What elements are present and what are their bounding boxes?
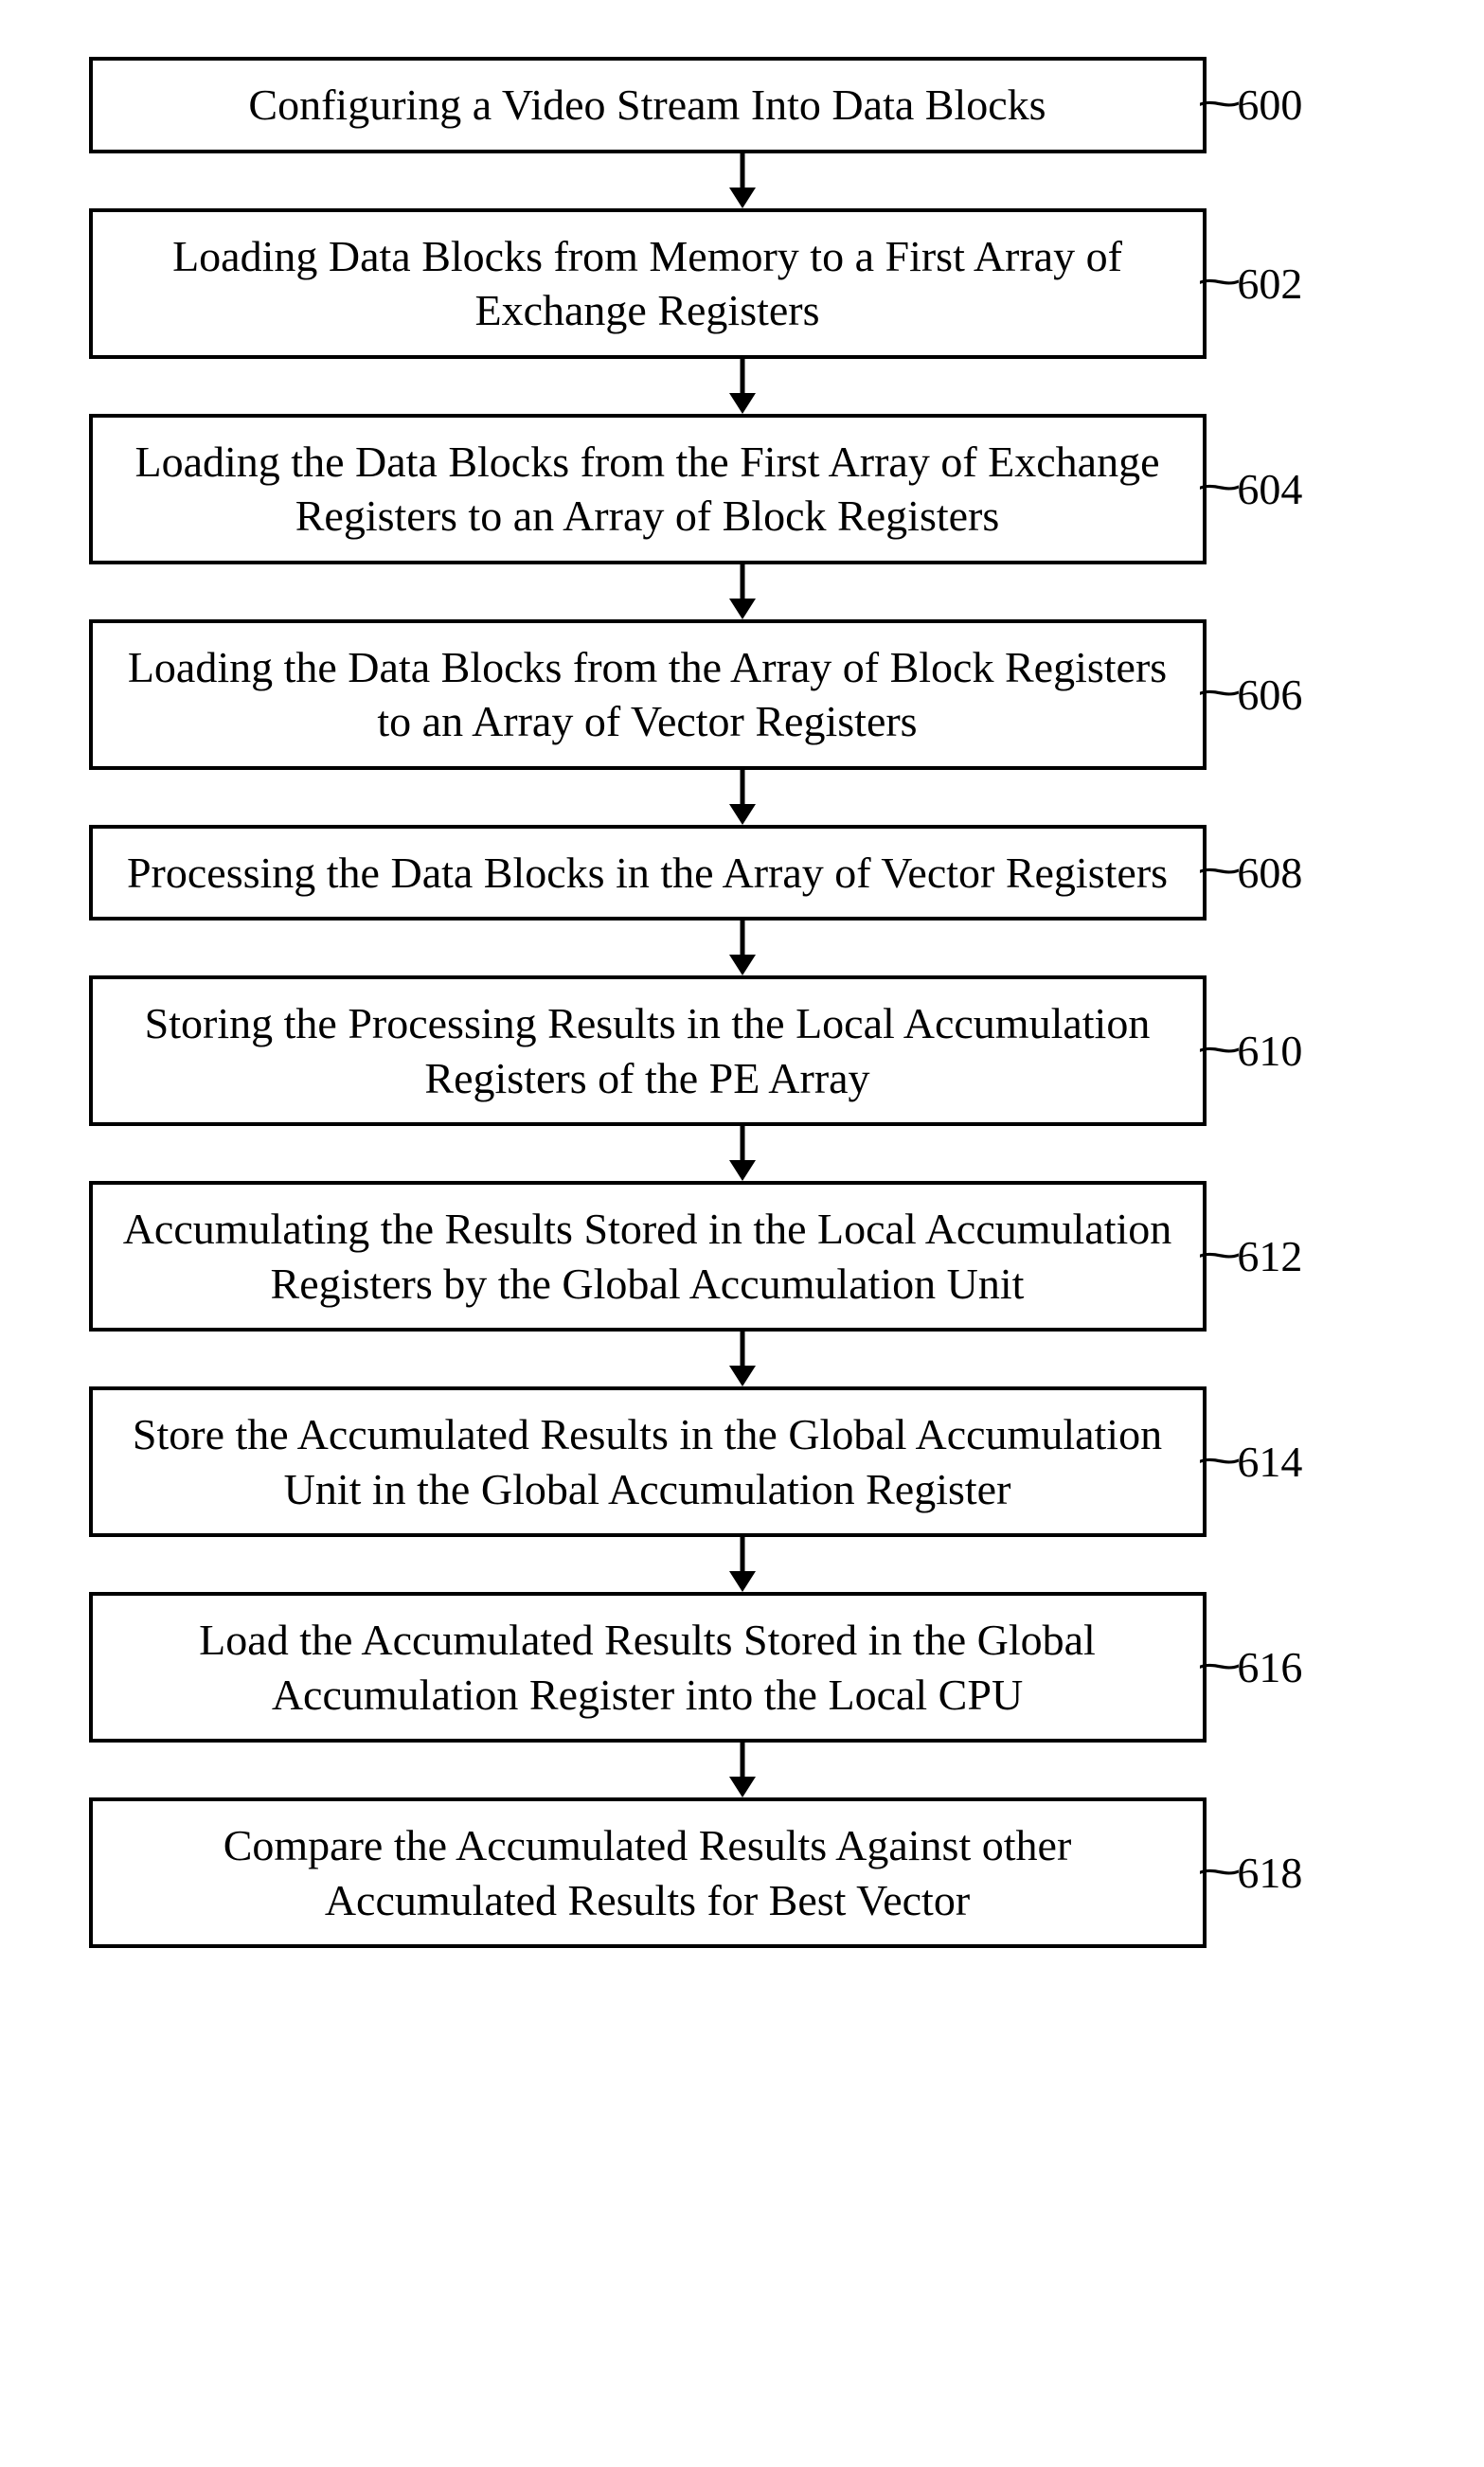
flow-step: Store the Accumulated Results in the Glo… <box>80 1386 1405 1537</box>
step-label: 608 <box>1237 848 1302 898</box>
arrow-down-icon <box>724 153 761 208</box>
step-label-wrap: ~602 <box>1207 258 1396 309</box>
flowchart-container: Configuring a Video Stream Into Data Blo… <box>80 57 1405 1948</box>
arrow-down-icon <box>724 359 761 414</box>
box-text: Loading Data Blocks from Memory to a Fir… <box>172 232 1122 335</box>
flow-step: Loading Data Blocks from Memory to a Fir… <box>80 208 1405 359</box>
flow-box: Accumulating the Results Stored in the L… <box>89 1181 1207 1332</box>
lead-line-icon: ~ <box>1196 667 1242 718</box>
flow-box: Loading Data Blocks from Memory to a Fir… <box>89 208 1207 359</box>
flow-box: Load the Accumulated Results Stored in t… <box>89 1592 1207 1743</box>
step-label: 606 <box>1237 670 1302 720</box>
flow-box: Configuring a Video Stream Into Data Blo… <box>89 57 1207 153</box>
flow-arrow <box>80 1332 1405 1386</box>
box-text: Loading the Data Blocks from the Array o… <box>128 643 1167 746</box>
flow-box: Processing the Data Blocks in the Array … <box>89 825 1207 921</box>
box-text: Compare the Accumulated Results Against … <box>223 1821 1072 1924</box>
arrow-down-icon <box>724 921 761 975</box>
flow-arrow <box>80 359 1405 414</box>
step-label-wrap: ~606 <box>1207 669 1396 720</box>
step-label: 600 <box>1237 80 1302 130</box>
flow-arrow <box>80 153 1405 208</box>
flow-box: Loading the Data Blocks from the First A… <box>89 414 1207 564</box>
step-label: 618 <box>1237 1848 1302 1898</box>
lead-line-icon: ~ <box>1196 1229 1242 1280</box>
flow-step: Processing the Data Blocks in the Array … <box>80 825 1405 921</box>
step-label: 610 <box>1237 1026 1302 1076</box>
lead-line-icon: ~ <box>1196 845 1242 896</box>
step-label-wrap: ~604 <box>1207 463 1396 514</box>
flow-arrow <box>80 1743 1405 1797</box>
box-text: Storing the Processing Results in the Lo… <box>145 999 1151 1102</box>
arrow-down-icon <box>724 1537 761 1592</box>
step-label: 612 <box>1237 1231 1302 1281</box>
flow-step: Load the Accumulated Results Stored in t… <box>80 1592 1405 1743</box>
lead-line-icon: ~ <box>1196 78 1242 129</box>
flow-arrow <box>80 564 1405 619</box>
arrow-down-icon <box>724 564 761 619</box>
flow-box: Loading the Data Blocks from the Array o… <box>89 619 1207 770</box>
flow-step: Accumulating the Results Stored in the L… <box>80 1181 1405 1332</box>
flow-arrow <box>80 1537 1405 1592</box>
flow-box: Store the Accumulated Results in the Glo… <box>89 1386 1207 1537</box>
step-label-wrap: ~614 <box>1207 1437 1396 1488</box>
arrow-down-icon <box>724 1332 761 1386</box>
lead-line-icon: ~ <box>1196 1435 1242 1486</box>
step-label: 604 <box>1237 464 1302 514</box>
lead-line-icon: ~ <box>1196 461 1242 512</box>
step-label-wrap: ~618 <box>1207 1848 1396 1899</box>
box-text: Configuring a Video Stream Into Data Blo… <box>248 80 1046 129</box>
lead-line-icon: ~ <box>1196 1846 1242 1897</box>
arrow-down-icon <box>724 770 761 825</box>
box-text: Load the Accumulated Results Stored in t… <box>199 1616 1096 1719</box>
step-label-wrap: ~610 <box>1207 1026 1396 1077</box>
flow-box: Storing the Processing Results in the Lo… <box>89 975 1207 1126</box>
flow-arrow <box>80 770 1405 825</box>
box-text: Accumulating the Results Stored in the L… <box>123 1205 1172 1308</box>
flow-arrow <box>80 921 1405 975</box>
box-text: Processing the Data Blocks in the Array … <box>127 849 1168 897</box>
step-label-wrap: ~616 <box>1207 1642 1396 1693</box>
lead-line-icon: ~ <box>1196 256 1242 307</box>
step-label-wrap: ~608 <box>1207 847 1396 898</box>
step-label: 614 <box>1237 1437 1302 1487</box>
flow-box: Compare the Accumulated Results Against … <box>89 1797 1207 1948</box>
flow-step: Storing the Processing Results in the Lo… <box>80 975 1405 1126</box>
flow-step: Configuring a Video Stream Into Data Blo… <box>80 57 1405 153</box>
flow-step: Loading the Data Blocks from the Array o… <box>80 619 1405 770</box>
arrow-down-icon <box>724 1743 761 1797</box>
flow-arrow <box>80 1126 1405 1181</box>
step-label: 616 <box>1237 1642 1302 1692</box>
box-text: Loading the Data Blocks from the First A… <box>135 438 1160 541</box>
lead-line-icon: ~ <box>1196 1024 1242 1075</box>
flow-step: Compare the Accumulated Results Against … <box>80 1797 1405 1948</box>
arrow-down-icon <box>724 1126 761 1181</box>
step-label-wrap: ~600 <box>1207 80 1396 131</box>
step-label-wrap: ~612 <box>1207 1231 1396 1282</box>
flow-step: Loading the Data Blocks from the First A… <box>80 414 1405 564</box>
box-text: Store the Accumulated Results in the Glo… <box>133 1410 1162 1513</box>
lead-line-icon: ~ <box>1196 1640 1242 1691</box>
step-label: 602 <box>1237 259 1302 309</box>
